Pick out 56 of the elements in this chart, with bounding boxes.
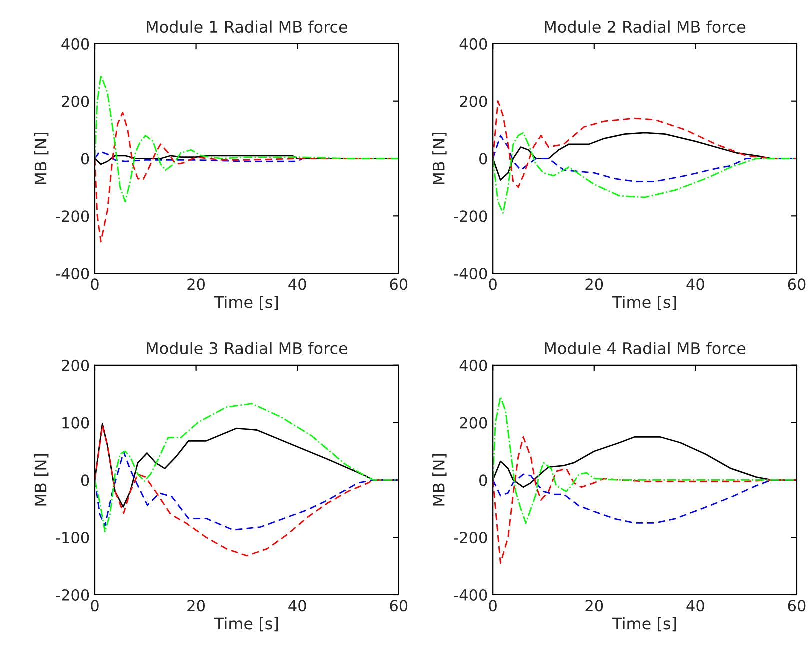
y-axis-title: MB [N]	[34, 133, 49, 184]
x-tick-label: 40	[686, 600, 704, 612]
y-tick-label: 0	[480, 153, 488, 165]
x-tick-label: 60	[390, 278, 408, 290]
y-tick-label: 200	[62, 360, 90, 372]
x-tick-label: 60	[390, 600, 408, 612]
y-tick-label: -400	[454, 268, 488, 280]
y-axis-title: MB [N]	[432, 133, 447, 184]
x-tick-label: 20	[188, 600, 206, 612]
x-tick-label: 0	[489, 600, 497, 612]
y-tick-label: 400	[460, 38, 488, 50]
line-series	[95, 74, 399, 202]
x-tick-label: 20	[586, 600, 604, 612]
x-axis-title: Time [s]	[612, 617, 676, 632]
y-tick-label: -200	[454, 532, 488, 544]
x-axis-title: Time [s]	[612, 296, 676, 310]
y-tick-label: 0	[480, 474, 488, 486]
line-series	[493, 132, 797, 214]
y-tick-label: -100	[56, 532, 90, 544]
x-tick-label: 20	[586, 278, 604, 290]
x-tick-label: 0	[91, 278, 99, 290]
x-tick-label: 40	[288, 278, 306, 290]
y-tick-label: 400	[460, 360, 488, 372]
y-tick-label: -200	[454, 210, 488, 222]
x-axis-title: Time [s]	[214, 617, 278, 632]
line-series	[95, 424, 399, 557]
y-axis-title: MB [N]	[432, 454, 447, 506]
y-tick-label: 0	[81, 474, 90, 486]
x-tick-label: 60	[788, 600, 806, 612]
x-tick-label: 60	[788, 278, 806, 290]
line-series	[95, 451, 399, 531]
y-tick-label: 400	[62, 38, 90, 50]
y-tick-label: 100	[62, 417, 90, 429]
y-axis-title: MB [N]	[34, 454, 49, 506]
line-series	[493, 436, 797, 564]
x-tick-label: 0	[489, 278, 497, 290]
chart-title: Module 1 Radial MB force	[147, 20, 348, 34]
line-series	[95, 403, 399, 533]
chart-title: Module 3 Radial MB force	[147, 342, 348, 355]
x-axis-title: Time [s]	[214, 296, 278, 310]
x-tick-label: 40	[288, 600, 306, 612]
y-tick-label: 0	[81, 153, 90, 165]
y-tick-label: 200	[460, 96, 488, 108]
y-tick-label: -400	[454, 589, 488, 602]
y-tick-label: -200	[56, 589, 90, 602]
line-series	[493, 100, 797, 188]
y-tick-label: 200	[62, 96, 90, 108]
chart-title: Module 4 Radial MB force	[545, 342, 746, 355]
line-series	[493, 396, 797, 524]
y-tick-label: -200	[56, 210, 90, 222]
chart-title: Module 2 Radial MB force	[545, 20, 746, 34]
y-tick-label: -400	[56, 268, 90, 280]
x-tick-label: 20	[188, 278, 206, 290]
x-tick-label: 0	[91, 600, 99, 612]
x-tick-label: 40	[686, 278, 704, 290]
y-tick-label: 200	[460, 417, 488, 429]
